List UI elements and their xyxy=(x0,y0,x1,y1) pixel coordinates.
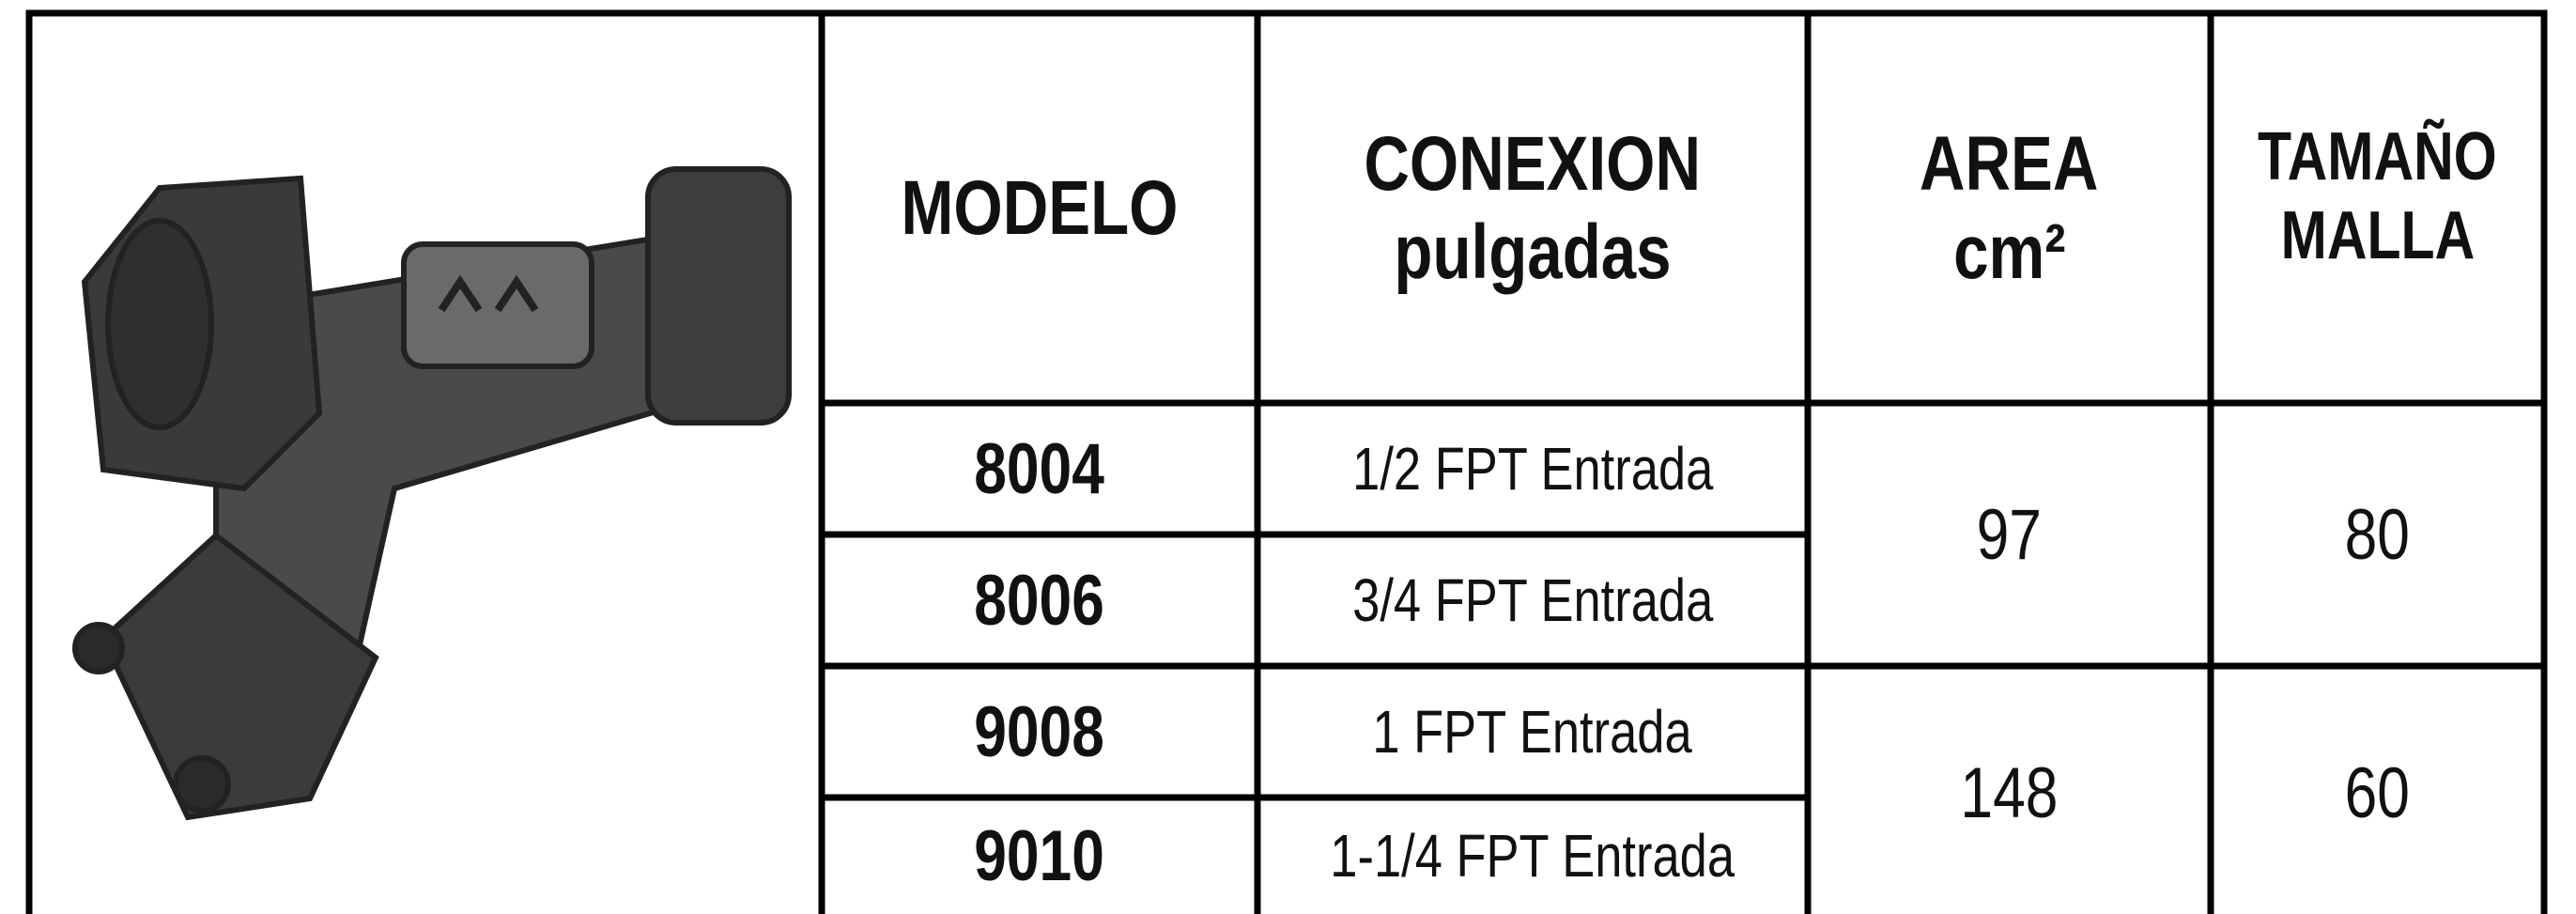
header-text: TAMAÑO xyxy=(2258,119,2497,194)
mesh: 60 xyxy=(2344,752,2411,833)
connection: 3/4 FPT Entrada xyxy=(1351,566,1714,634)
connection-cell: 1 FPT Entrada xyxy=(1257,666,1808,798)
model: 8004 xyxy=(974,428,1105,509)
header-text: cm² xyxy=(1952,209,2066,295)
connection: 1/2 FPT Entrada xyxy=(1351,435,1714,503)
mesh-cell: 60 xyxy=(2211,666,2544,914)
header-text: MALLA xyxy=(2280,198,2475,273)
area: 148 xyxy=(1960,752,2059,833)
header-cell: MODELO xyxy=(822,13,1257,403)
model: 9010 xyxy=(974,815,1105,896)
header-text: pulgadas xyxy=(1394,209,1672,295)
header-cell: TAMAÑO MALLA xyxy=(2211,13,2544,380)
area-cell: 97 xyxy=(1808,403,2211,666)
header-cell: CONEXION pulgadas xyxy=(1257,13,1808,403)
connection: 1 FPT Entrada xyxy=(1372,698,1693,766)
header-text: CONEXION xyxy=(1364,120,1702,207)
connection-cell: 3/4 FPT Entrada xyxy=(1257,534,1808,666)
model: 9008 xyxy=(974,691,1105,772)
model: 8006 xyxy=(974,560,1105,641)
model-cell: 9010 xyxy=(822,798,1257,914)
mesh-cell: 80 xyxy=(2211,403,2544,666)
model-cell: 8004 xyxy=(822,403,1257,534)
connection-cell: 1-1/4 FPT Entrada xyxy=(1257,798,1808,914)
area: 97 xyxy=(1976,494,2043,575)
area-cell: 148 xyxy=(1808,666,2211,914)
connection-cell: 1/2 FPT Entrada xyxy=(1257,403,1808,534)
header-cell: AREA cm² xyxy=(1808,13,2211,403)
model-cell: 8006 xyxy=(822,534,1257,666)
mesh: 80 xyxy=(2344,494,2411,575)
model-cell: 9008 xyxy=(822,666,1257,798)
header-text: MODELO xyxy=(901,164,1179,251)
header-text: AREA xyxy=(1920,120,2099,207)
connection: 1-1/4 FPT Entrada xyxy=(1330,822,1735,890)
